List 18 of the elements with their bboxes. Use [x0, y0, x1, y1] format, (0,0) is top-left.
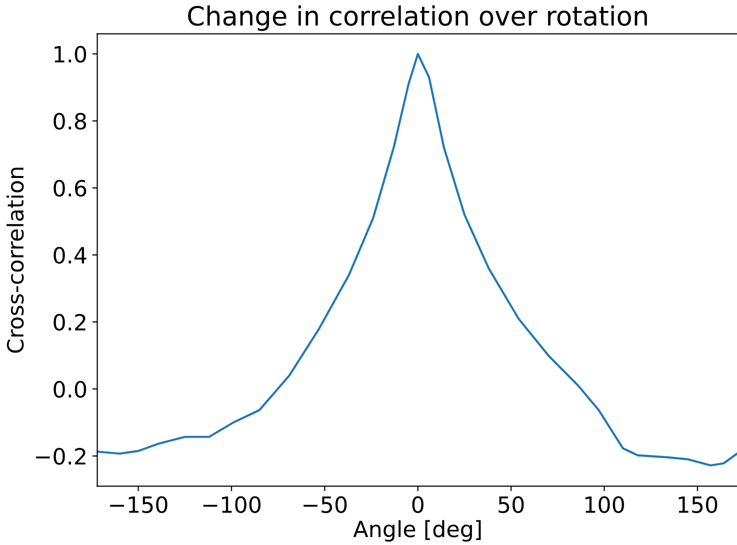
x-tick-label: 100 — [586, 496, 624, 514]
y-tick-label: 0.8 — [54, 112, 86, 130]
x-axis-title: Angle [deg] — [353, 520, 481, 542]
x-tick-label: −150 — [110, 496, 168, 514]
y-axis-title: Cross-correlation — [6, 168, 24, 353]
y-tick-label: 0.2 — [54, 314, 86, 331]
y-tick-label: 0.0 — [54, 380, 86, 398]
y-tick-label: 0.4 — [54, 246, 86, 264]
x-tick-label: −50 — [304, 496, 347, 514]
line-series — [97, 52, 737, 466]
x-tick-label: 0 — [412, 496, 424, 514]
y-tick-label: 0.6 — [54, 180, 86, 197]
y-tick-label: 1.0 — [54, 46, 86, 63]
x-tick-label: 150 — [678, 496, 718, 514]
chart-title: Change in correlation over rotation — [188, 5, 647, 31]
x-tick-label: −100 — [203, 496, 261, 514]
y-tick-label: −0.2 — [36, 448, 86, 465]
x-tick-label: 50 — [498, 496, 524, 514]
